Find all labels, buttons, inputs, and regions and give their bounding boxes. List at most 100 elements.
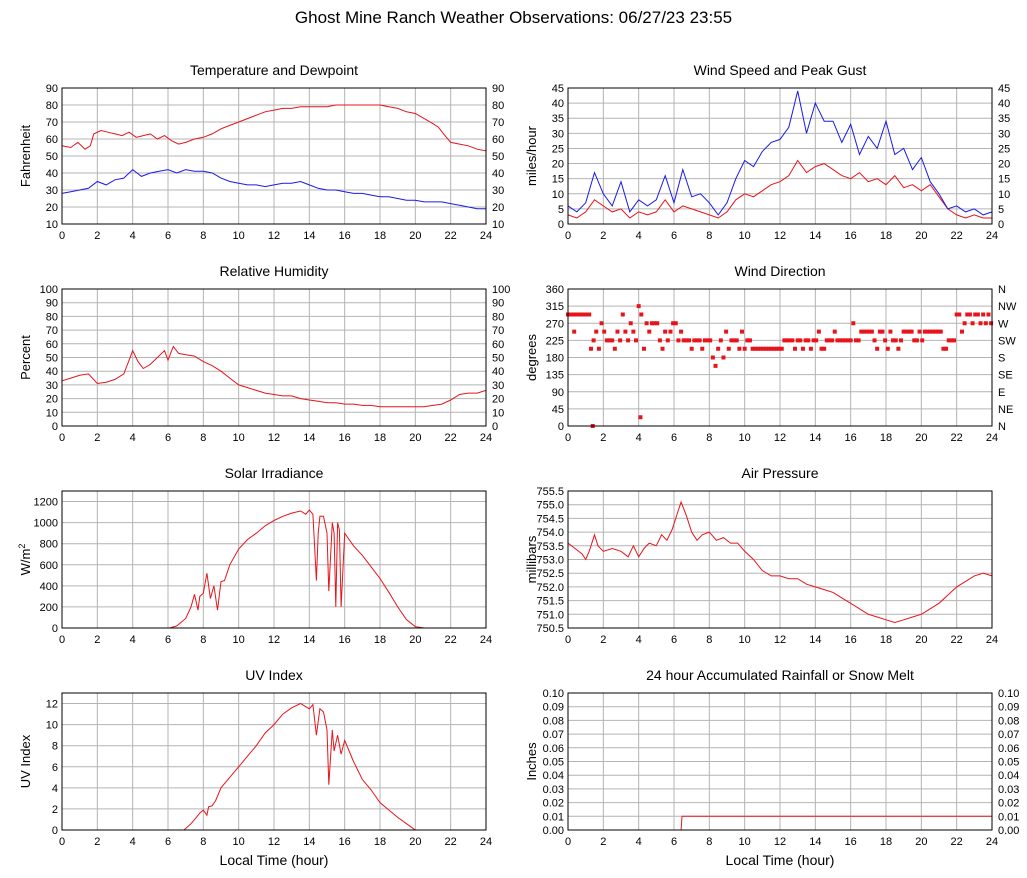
data-point — [793, 346, 798, 351]
y-tick-label: 754.0 — [536, 527, 564, 539]
data-point — [785, 338, 790, 343]
data-point — [914, 338, 919, 343]
x-tick-label: 22 — [951, 634, 963, 646]
data-point — [769, 346, 774, 351]
data-point — [925, 329, 930, 334]
y-tick-label-right: 0.03 — [998, 784, 1019, 796]
x-tick-label: 10 — [739, 432, 751, 444]
x-tick-label: 12 — [268, 836, 280, 848]
data-point — [896, 346, 901, 351]
y-tick-label: 315 — [546, 301, 564, 313]
data-point — [568, 312, 573, 317]
data-point — [822, 346, 827, 351]
x-tick-label: 4 — [636, 230, 642, 242]
data-point — [623, 329, 628, 334]
chart-title: Wind Speed and Peak Gust — [694, 62, 867, 78]
data-point — [975, 312, 980, 317]
x-tick-label: 0 — [59, 836, 65, 848]
data-point — [843, 338, 848, 343]
y-tick-label: 754.5 — [536, 513, 564, 525]
y-tick-label-right: 70 — [492, 325, 504, 337]
y-tick-label-right: 60 — [492, 134, 504, 146]
data-point — [880, 329, 885, 334]
data-point — [587, 312, 592, 317]
data-point — [660, 346, 665, 351]
y-tick-label-right: 10 — [492, 407, 504, 419]
x-tick-label: 14 — [809, 634, 821, 646]
data-point — [665, 338, 670, 343]
y-tick-label: 20 — [46, 202, 58, 214]
x-tick-label: 4 — [130, 836, 136, 848]
data-point — [893, 338, 898, 343]
data-point — [806, 338, 811, 343]
data-point — [848, 338, 853, 343]
x-tick-label: 14 — [303, 836, 315, 848]
data-point — [681, 338, 686, 343]
data-point — [604, 338, 609, 343]
y-tick-label: 0.06 — [543, 743, 564, 755]
x-tick-label: 22 — [445, 634, 457, 646]
compass-label: E — [998, 387, 1005, 399]
data-point — [713, 363, 718, 368]
y-tick-label: 0 — [52, 623, 58, 635]
plot-frame — [61, 288, 487, 427]
data-point — [721, 355, 726, 360]
y-axis-label: degrees — [524, 334, 539, 381]
y-tick-label: 270 — [546, 318, 564, 330]
chart-title: Solar Irradiance — [225, 465, 324, 481]
y-tick-label: 2 — [52, 804, 58, 816]
x-tick-label: 6 — [671, 432, 677, 444]
plot-frame — [61, 692, 487, 831]
y-tick-label: 90 — [46, 83, 58, 95]
data-point — [631, 329, 636, 334]
y-tick-label-right: 0 — [492, 421, 498, 433]
x-tick-label: 12 — [268, 634, 280, 646]
y-tick-label-right: 0.09 — [998, 702, 1019, 714]
data-point — [824, 338, 829, 343]
y-tick-label: 755.5 — [536, 486, 564, 498]
data-point — [838, 338, 843, 343]
data-point — [814, 338, 819, 343]
data-point — [596, 346, 601, 351]
data-point — [973, 312, 978, 317]
data-point — [922, 329, 927, 334]
y-tick-label: 135 — [546, 370, 564, 382]
x-axis-label: Local Time (hour) — [220, 852, 329, 868]
x-tick-label: 0 — [59, 634, 65, 646]
y-tick-label: 50 — [46, 353, 58, 365]
x-tick-label: 6 — [165, 432, 171, 444]
series-line-0 — [62, 509, 486, 629]
x-tick-label: 8 — [706, 432, 712, 444]
y-tick-label: 90 — [552, 387, 564, 399]
data-point — [885, 346, 890, 351]
y-tick-label: 40 — [46, 168, 58, 180]
data-point — [679, 329, 684, 334]
data-point — [571, 312, 576, 317]
data-point — [787, 338, 792, 343]
y-tick-label: 0 — [52, 421, 58, 433]
x-tick-label: 18 — [374, 432, 386, 444]
data-point — [588, 346, 593, 351]
y-tick-label: 5 — [558, 204, 564, 216]
y-tick-label-right: 0.06 — [998, 743, 1019, 755]
y-tick-label-right: 80 — [492, 100, 504, 112]
x-tick-label: 16 — [339, 836, 351, 848]
x-tick-label: 10 — [233, 230, 245, 242]
y-tick-label: 100 — [40, 284, 58, 296]
x-tick-label: 4 — [636, 836, 642, 848]
y-tick-label: 30 — [552, 128, 564, 140]
data-point — [840, 338, 845, 343]
y-axis-label: W/m2 — [17, 544, 33, 576]
data-point — [853, 338, 858, 343]
data-point — [811, 338, 816, 343]
data-point — [906, 329, 911, 334]
data-point — [639, 312, 644, 317]
y-tick-label: 45 — [552, 83, 564, 95]
x-tick-label: 0 — [565, 230, 571, 242]
data-point — [612, 346, 617, 351]
y-tick-label-right: 60 — [492, 339, 504, 351]
x-tick-label: 20 — [915, 634, 927, 646]
